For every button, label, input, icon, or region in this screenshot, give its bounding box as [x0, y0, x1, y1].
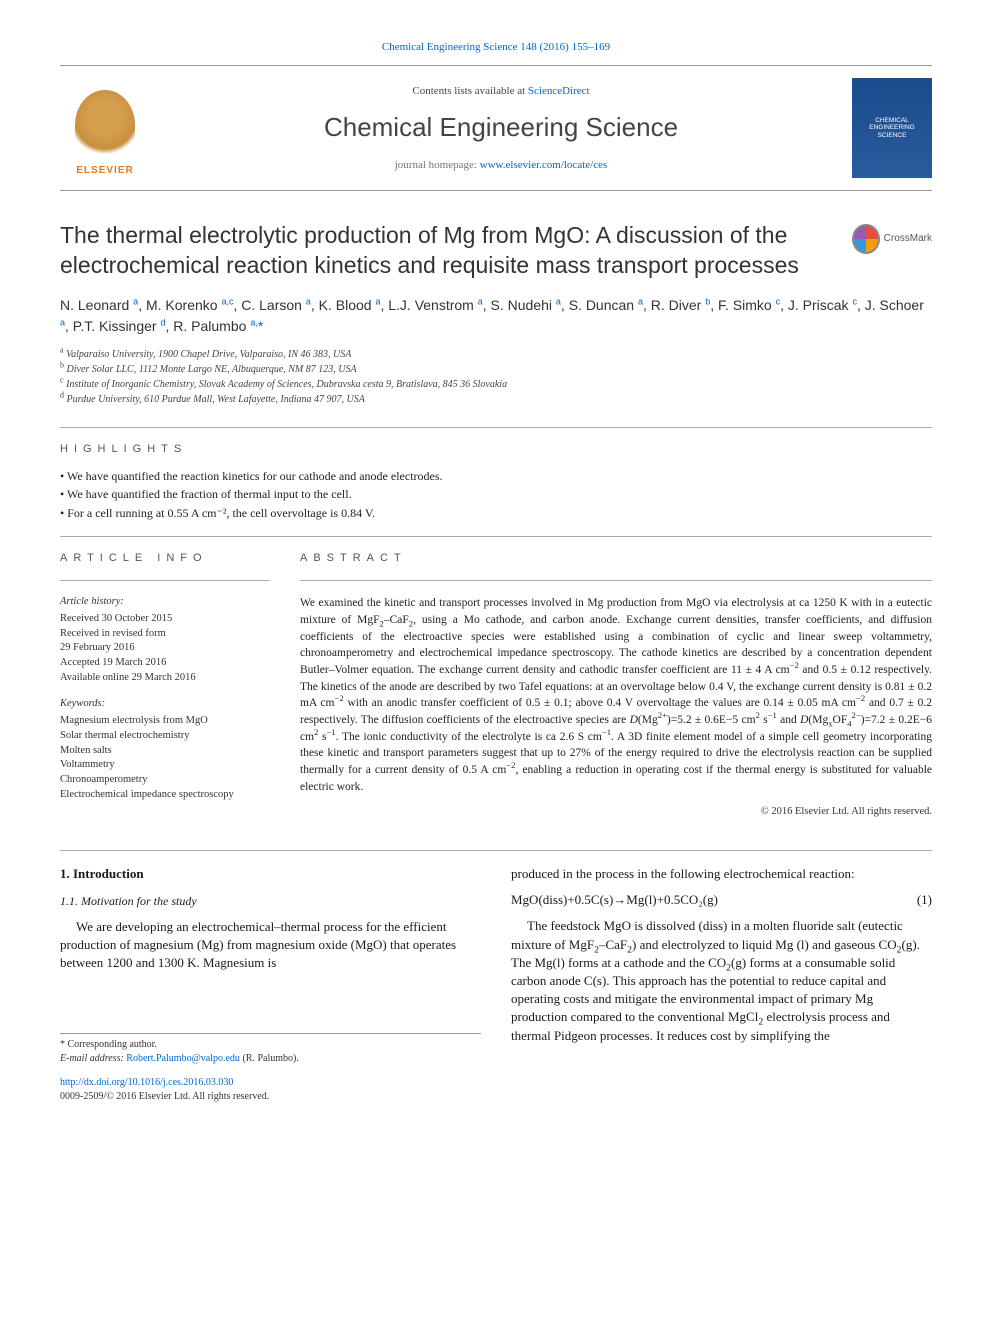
email-label: E-mail address: [60, 1053, 126, 1064]
body-para: We are developing an electrochemical–the… [60, 918, 481, 973]
affiliation-line: d Purdue University, 610 Purdue Mall, We… [60, 392, 932, 407]
header-center: Contents lists available at ScienceDirec… [150, 84, 852, 173]
article-info-col: ARTICLE INFO Article history: Received 3… [60, 551, 270, 820]
article-info-heading: ARTICLE INFO [60, 551, 270, 566]
affiliations: a Valparaiso University, 1900 Chapel Dri… [60, 347, 932, 407]
body-col-right: produced in the process in the following… [511, 865, 932, 1066]
rule [60, 536, 932, 537]
history-block: Article history: Received 30 October 201… [60, 595, 270, 685]
homepage-prefix: journal homepage: [395, 159, 480, 171]
elsevier-logo: ELSEVIER [60, 78, 150, 178]
keyword-line: Electrochemical impedance spectroscopy [60, 788, 270, 803]
crossmark-label: CrossMark [884, 232, 932, 246]
equation-row: MgO(diss)+0.5C(s)→Mg(l)+0.5CO₂(g) (1) [511, 891, 932, 909]
rule [60, 427, 932, 428]
contents-prefix: Contents lists available at [412, 85, 527, 97]
history-line: Received in revised form [60, 627, 270, 642]
body-para: The feedstock MgO is dissolved (diss) in… [511, 917, 932, 1044]
equation: MgO(diss)+0.5C(s)→Mg(l)+0.5CO₂(g) [511, 891, 718, 909]
sciencedirect-link[interactable]: ScienceDirect [528, 85, 590, 97]
running-head: Chemical Engineering Science 148 (2016) … [60, 40, 932, 55]
email-suffix: (R. Palumbo). [240, 1053, 299, 1064]
history-line: Received 30 October 2015 [60, 612, 270, 627]
rule [60, 580, 270, 581]
elsevier-wordmark: ELSEVIER [76, 164, 133, 178]
highlight-item: We have quantified the fraction of therm… [60, 486, 932, 503]
subsection-heading: 1.1. Motivation for the study [60, 893, 481, 910]
copyright-line: © 2016 Elsevier Ltd. All rights reserved… [300, 805, 932, 820]
thumb-line1: CHEMICAL [875, 117, 909, 125]
doi-link[interactable]: http://dx.doi.org/10.1016/j.ces.2016.03.… [60, 1077, 233, 1088]
affiliation-line: c Institute of Inorganic Chemistry, Slov… [60, 377, 932, 392]
body-para: produced in the process in the following… [511, 865, 932, 883]
keywords-block: Keywords: Magnesium electrolysis from Mg… [60, 697, 270, 802]
crossmark-badge[interactable]: CrossMark [852, 221, 932, 257]
homepage-line: journal homepage: www.elsevier.com/locat… [150, 158, 852, 173]
email-link[interactable]: Robert.Palumbo@valpo.edu [126, 1053, 240, 1064]
history-line: 29 February 2016 [60, 641, 270, 656]
history-heading: Article history: [60, 595, 270, 610]
doi-line: http://dx.doi.org/10.1016/j.ces.2016.03.… [60, 1076, 932, 1090]
authors-list: N. Leonard a, M. Korenko a,c, C. Larson … [60, 295, 932, 337]
crossmark-icon [852, 224, 880, 254]
title-row: The thermal electrolytic production of M… [60, 221, 932, 281]
affiliation-line: a Valparaiso University, 1900 Chapel Dri… [60, 347, 932, 362]
abstract-heading: ABSTRACT [300, 551, 932, 566]
keyword-line: Solar thermal electrochemistry [60, 729, 270, 744]
rule [60, 850, 932, 851]
journal-header: ELSEVIER Contents lists available at Sci… [60, 65, 932, 191]
homepage-link[interactable]: www.elsevier.com/locate/ces [480, 159, 608, 171]
elsevier-tree-icon [75, 90, 135, 160]
journal-cover-thumb: CHEMICAL ENGINEERING SCIENCE [852, 78, 932, 178]
contents-line: Contents lists available at ScienceDirec… [150, 84, 852, 99]
thumb-line2: ENGINEERING [869, 124, 915, 132]
article-title: The thermal electrolytic production of M… [60, 221, 832, 281]
email-line: E-mail address: Robert.Palumbo@valpo.edu… [60, 1052, 481, 1066]
highlight-item: For a cell running at 0.55 A cm⁻², the c… [60, 505, 932, 522]
equation-number: (1) [917, 891, 932, 909]
highlights-heading: HIGHLIGHTS [60, 442, 932, 457]
affiliation-line: b Diver Solar LLC, 1112 Monte Largo NE, … [60, 362, 932, 377]
rule [300, 580, 932, 581]
section-heading: 1. Introduction [60, 865, 481, 883]
keywords-heading: Keywords: [60, 697, 270, 712]
keyword-line: Chronoamperometry [60, 773, 270, 788]
keyword-line: Magnesium electrolysis from MgO [60, 714, 270, 729]
footnote-block: * Corresponding author. E-mail address: … [60, 1033, 481, 1066]
highlights-list: We have quantified the reaction kinetics… [60, 468, 932, 522]
body-two-col: 1. Introduction 1.1. Motivation for the … [60, 865, 932, 1066]
running-head-link[interactable]: Chemical Engineering Science 148 (2016) … [382, 41, 610, 53]
abstract-text: We examined the kinetic and transport pr… [300, 595, 932, 795]
highlight-item: We have quantified the reaction kinetics… [60, 468, 932, 485]
journal-name: Chemical Engineering Science [150, 109, 852, 145]
abstract-col: ABSTRACT We examined the kinetic and tra… [300, 551, 932, 820]
history-line: Accepted 19 March 2016 [60, 656, 270, 671]
keyword-line: Molten salts [60, 744, 270, 759]
keyword-line: Voltammetry [60, 758, 270, 773]
thumb-line3: SCIENCE [878, 132, 907, 140]
history-line: Available online 29 March 2016 [60, 671, 270, 686]
info-abstract-row: ARTICLE INFO Article history: Received 3… [60, 551, 932, 820]
body-col-left: 1. Introduction 1.1. Motivation for the … [60, 865, 481, 1066]
corresponding-note: * Corresponding author. [60, 1038, 481, 1052]
issn-line: 0009-2509/© 2016 Elsevier Ltd. All right… [60, 1090, 932, 1104]
